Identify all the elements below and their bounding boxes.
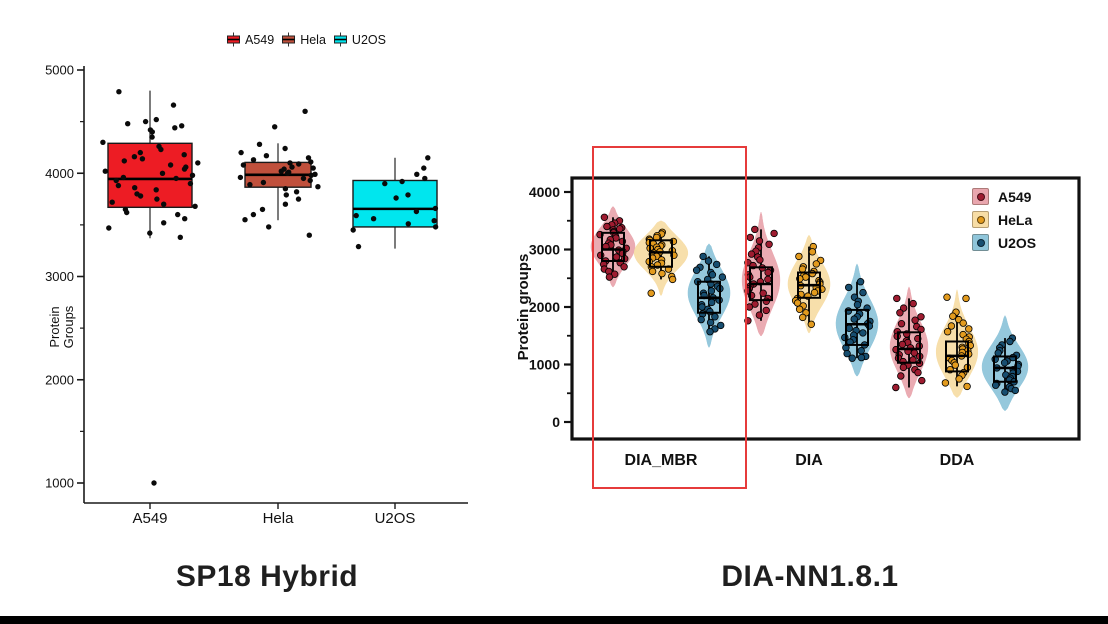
- left-chart: 1000 2000 3000 4000 5000 A549 Hela U2OS: [45, 63, 468, 527]
- left-boxplot-U2OS: [350, 155, 439, 250]
- boxplot-glyph-icon: [226, 32, 241, 47]
- legend-item-hela: HeLa: [972, 211, 1036, 228]
- violin-DIA-HeLa: [787, 234, 831, 334]
- svg-text:A549: A549: [132, 510, 167, 527]
- violin-DDA-A549: [889, 286, 929, 399]
- point-dot-icon: [976, 192, 985, 201]
- violin-DDA-U2OS: [981, 315, 1029, 411]
- left-y-axis-label: Protein Groups: [46, 305, 76, 349]
- legend-swatch-u2os: [972, 234, 989, 251]
- svg-text:3000: 3000: [45, 269, 74, 284]
- right-chart-title: DIA-NN1.8.1: [721, 560, 899, 593]
- svg-text:4000: 4000: [529, 184, 560, 200]
- svg-text:DIA: DIA: [795, 452, 823, 469]
- svg-text:U2OS: U2OS: [375, 510, 416, 527]
- highlight-rectangle: [592, 146, 747, 489]
- violin-DIA_MBR-U2OS: [687, 243, 731, 348]
- violin-DIA-U2OS: [835, 263, 879, 377]
- point-dot-icon: [976, 215, 985, 224]
- legend-label: HeLa: [998, 211, 1033, 228]
- left-legend: A549 Hela U2OS: [226, 32, 386, 47]
- legend-label: Hela: [300, 32, 326, 47]
- legend-swatch-hela: [972, 211, 989, 228]
- svg-text:Hela: Hela: [263, 510, 295, 527]
- point-dot-icon: [976, 238, 985, 247]
- legend-item-hela: Hela: [281, 32, 326, 47]
- legend-label: A549: [245, 32, 275, 47]
- svg-text:2000: 2000: [45, 372, 74, 387]
- left-boxplot-A549: [100, 89, 201, 486]
- violin-DIA_MBR-A549: [590, 206, 636, 288]
- boxplot-glyph-icon: [281, 32, 296, 47]
- legend-item-u2os: U2OS: [333, 32, 386, 47]
- boxplot-glyph-icon: [333, 32, 348, 47]
- legend-label: U2OS: [998, 234, 1037, 251]
- legend-label: A549: [998, 188, 1032, 205]
- legend-item-a549: A549: [972, 188, 1036, 205]
- violin-DIA-A549: [741, 211, 781, 337]
- left-boxplot-Hela: [237, 108, 321, 238]
- svg-text:1000: 1000: [45, 476, 74, 491]
- svg-text:DDA: DDA: [940, 452, 975, 469]
- legend-label: U2OS: [351, 32, 386, 47]
- left-chart-title: SP18 Hybrid: [175, 560, 359, 593]
- svg-text:5000: 5000: [45, 63, 74, 78]
- right-y-axis-label: Protein groups: [514, 253, 532, 361]
- violin-DIA_MBR-HeLa: [633, 220, 689, 297]
- right-legend: A549 HeLa U2OS: [972, 188, 1036, 251]
- svg-text:1000: 1000: [529, 357, 560, 373]
- right-chart: 0 1000 2000 3000 4000 DIA_MBR DIA DDA: [529, 146, 1081, 489]
- bottom-border-bar: [0, 616, 1108, 624]
- svg-text:2000: 2000: [529, 299, 560, 315]
- legend-item-a549: A549: [226, 32, 274, 47]
- svg-text:0: 0: [552, 414, 560, 430]
- legend-swatch-a549: [972, 188, 989, 205]
- svg-text:DIA_MBR: DIA_MBR: [625, 452, 698, 469]
- legend-item-u2os: U2OS: [972, 234, 1036, 251]
- svg-text:3000: 3000: [529, 242, 560, 258]
- violin-DDA-HeLa: [935, 288, 979, 398]
- svg-text:4000: 4000: [45, 166, 74, 181]
